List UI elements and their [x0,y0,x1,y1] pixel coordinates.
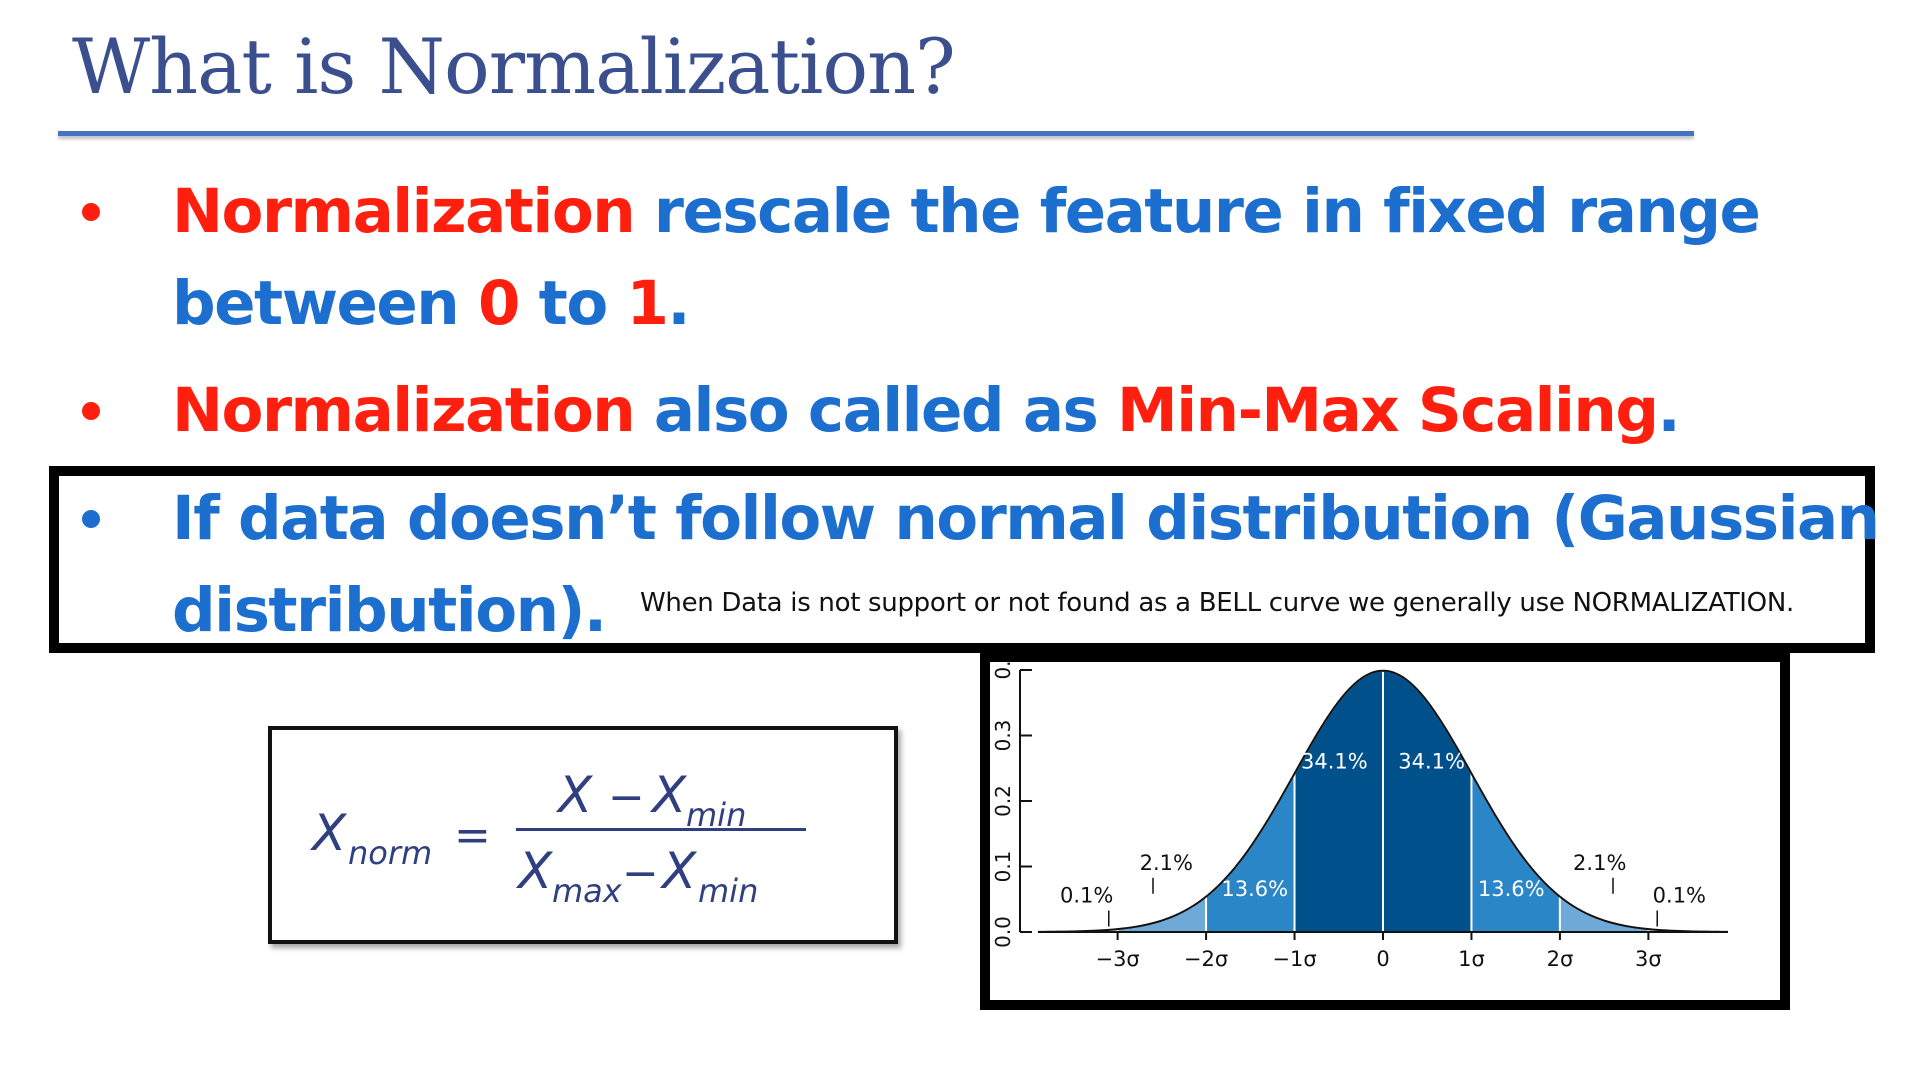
range-start-value: 0 [477,268,520,339]
page-title: What is Normalization? [72,22,956,111]
x-tick-label: 1σ [1458,947,1485,971]
band-percent-label: 2.1% [1573,851,1626,875]
formula-num-x: X [555,766,594,824]
formula-fraction-bar [516,828,806,831]
formula-den-x: X [515,842,554,900]
term-normalization: Normalization [172,176,636,247]
bullet-2-period: . [1657,375,1681,446]
formula-num-minus: − [608,772,645,823]
bullet-dot-icon [82,203,100,221]
bullet-3-line-1: If data doesn’t follow normal distributi… [172,472,1880,566]
range-end-value: 1 [626,268,668,339]
bell-curve-chart: 0.0 0.1 0.2 0.3 0. −3σ −2σ −1σ 0 1σ 2σ 3σ 2.1% 13.6% 3… [980,652,1790,1010]
formula-den-max-sub: max [552,872,623,910]
formula-num-min-sub: min [686,796,746,834]
y-tick-label: 0.3 [991,720,1015,752]
y-tick-label: 0. [991,662,1015,680]
tail-percent-label: 0.1% [1653,884,1706,908]
x-tick-label: −1σ [1272,947,1316,971]
bullet-1-text: rescale the feature in fixed range [634,176,1761,247]
y-tick-label: 0.1 [991,851,1015,883]
bullet-dot-icon [82,510,100,528]
bullet-3-text-continued: distribution). [172,575,607,646]
x-tick-label: 2σ [1547,947,1574,971]
formula-den-min-sub: min [698,872,758,910]
formula-den-minus: − [622,848,659,899]
bullet-3-line-2: distribution). [172,564,607,658]
band-area-2 [1293,669,1384,933]
bell-curve-note: When Data is not support or not found as… [640,588,1794,618]
band-percent-label: 34.1% [1398,749,1465,773]
bell-curve-svg: 0.0 0.1 0.2 0.3 0. −3σ −2σ −1σ 0 1σ 2σ 3σ 2.1% 13.6% 3… [991,660,1729,971]
bullet-1-text-between: between [172,268,478,339]
bullet-dot-icon [82,402,100,420]
x-tick-label: −3σ [1095,947,1139,971]
x-tick-label: 3σ [1635,947,1662,971]
normalization-formula: X norm = X − X min X max − X min [309,766,806,910]
band-percent-label: 34.1% [1301,749,1368,773]
bullet-1-line-1: Normalization rescale the feature in fix… [172,165,1761,259]
formula-num-xmin: X [649,766,688,824]
band-percent-label: 13.6% [1221,877,1288,901]
x-tick-label: 0 [1376,947,1389,971]
density-curve [1037,669,1729,933]
y-tick-label: 0.0 [991,916,1015,948]
formula-lhs-sub: norm [348,834,432,872]
bullet-2-text: also called as [634,375,1118,446]
bullet-1-line-2: between 0 to 1. [172,257,691,351]
term-min-max-scaling: Min-Max Scaling [1117,375,1659,446]
formula-equals: = [454,810,491,861]
term-normalization: Normalization [172,375,636,446]
formula-box: X norm = X − X min X max − X min [268,726,898,944]
y-tick-label: 0.2 [991,785,1015,817]
bullet-1-period: . [667,268,690,339]
tail-percent-label: 0.1% [1060,884,1113,908]
band-percent-label: 13.6% [1478,877,1545,901]
formula-den-xmin: X [659,842,698,900]
bullet-1-text-to: to [518,268,627,339]
bullet-3-text: If data doesn’t follow normal distributi… [172,483,1880,554]
bullet-2-line-1: Normalization also called as Min-Max Sca… [172,364,1681,458]
highlight-box [49,466,1875,653]
formula-lhs-x: X [309,804,348,862]
band-percent-label: 2.1% [1140,851,1193,875]
x-tick-label: −2σ [1184,947,1228,971]
band-area-3 [1382,669,1473,933]
title-underline [58,131,1694,136]
